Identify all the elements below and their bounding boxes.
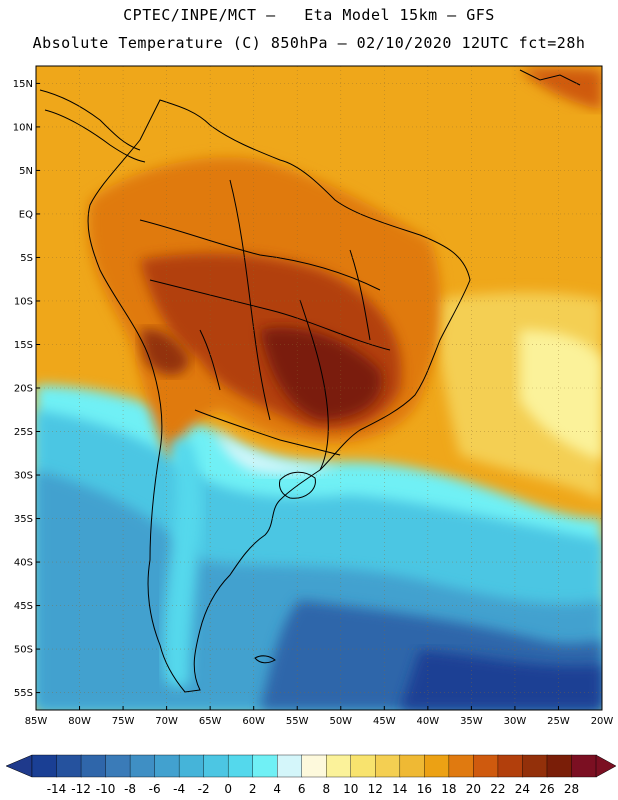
colorbar-label: 28 xyxy=(564,782,579,796)
colorbar-label: 14 xyxy=(392,782,407,796)
lon-label: 35W xyxy=(460,716,483,727)
colorbar-swatch xyxy=(277,754,303,778)
colorbar-swatch xyxy=(301,754,327,778)
lon-label: 75W xyxy=(112,716,135,727)
lon-label: 45W xyxy=(373,716,396,727)
colorbar-label: 4 xyxy=(273,782,281,796)
colorbar-label: -2 xyxy=(198,782,210,796)
lon-label: 40W xyxy=(417,716,440,727)
longitude-axis: 85W 80W 75W 70W 65W 60W 55W 50W 45W 40W 35W 30W 25W 2… xyxy=(25,706,614,727)
lon-label: 80W xyxy=(68,716,91,727)
colorbar-label: 12 xyxy=(368,782,383,796)
colorbar-swatch xyxy=(326,754,352,778)
colorbar-swatch xyxy=(375,754,401,778)
lon-label: 70W xyxy=(155,716,178,727)
colorbar-label: 2 xyxy=(249,782,257,796)
lat-label: 30S xyxy=(14,471,33,482)
lon-label: 55W xyxy=(286,716,309,727)
colorbar-label: 18 xyxy=(441,782,456,796)
colorbar-swatch xyxy=(105,754,131,778)
colorbar-swatch xyxy=(252,754,278,778)
graticule xyxy=(36,66,602,710)
country-borders xyxy=(39,69,581,693)
lat-label: 55S xyxy=(14,688,33,699)
colorbar-swatch xyxy=(56,754,82,778)
colorbar-label: 10 xyxy=(343,782,358,796)
colorbar-swatch xyxy=(129,754,156,778)
lat-label: 10S xyxy=(14,296,33,307)
lat-label: EQ xyxy=(19,209,33,220)
colorbar-swatch xyxy=(473,754,499,778)
lat-label: 15N xyxy=(13,79,33,90)
temperature-field xyxy=(36,66,602,710)
colorbar-over-arrow xyxy=(595,754,617,778)
colorbar-label: -4 xyxy=(173,782,185,796)
latitude-axis: 15N 10N 5N EQ 5S 10S 15S 20S 25S 30S 35S 40S 45S 50S 5… xyxy=(13,79,40,699)
colorbar-swatch xyxy=(31,754,58,778)
chart-title-line-1: CPTEC/INPE/MCT – Eta Model 15km – GFS xyxy=(123,6,495,24)
lon-label: 20W xyxy=(591,716,614,727)
lat-label: 25S xyxy=(14,427,33,438)
colorbar-swatch xyxy=(497,754,524,778)
lat-label: 35S xyxy=(14,514,33,525)
lat-label: 45S xyxy=(14,601,33,612)
lon-label: 60W xyxy=(242,716,265,727)
colorbar-under-arrow xyxy=(5,754,33,778)
colorbar-swatch xyxy=(178,754,205,778)
colorbar: -14 -12 -10 -8 -6 -4 -2 0 2 4 6 8 10 12 14 16 18 20 22 24 26… xyxy=(5,754,617,796)
colorbar-swatch xyxy=(203,754,229,778)
colorbar-label: -14 xyxy=(47,782,67,796)
colorbar-label: 0 xyxy=(224,782,232,796)
lon-label: 85W xyxy=(25,716,48,727)
colorbar-swatch xyxy=(350,754,377,778)
lon-label: 65W xyxy=(199,716,222,727)
colorbar-label: -8 xyxy=(124,782,136,796)
colorbar-swatch xyxy=(424,754,450,778)
lon-label: 50W xyxy=(329,716,352,727)
lat-label: 40S xyxy=(14,558,33,569)
colorbar-label: -6 xyxy=(149,782,161,796)
lon-label: 25W xyxy=(547,716,570,727)
colorbar-swatch xyxy=(546,754,573,778)
colorbar-swatch xyxy=(571,754,597,778)
colorbar-swatch xyxy=(227,754,254,778)
colorbar-swatch xyxy=(154,754,180,778)
colorbar-label: -10 xyxy=(96,782,116,796)
lat-label: 20S xyxy=(14,384,33,395)
colorbar-swatch xyxy=(80,754,107,778)
colorbar-label: 16 xyxy=(417,782,432,796)
colorbar-swatch xyxy=(522,754,548,778)
lat-label: 5S xyxy=(20,253,33,264)
colorbar-label: 6 xyxy=(298,782,306,796)
colorbar-swatch xyxy=(448,754,475,778)
chart-title-line-2: Absolute Temperature (C) 850hPa – 02/10/… xyxy=(32,34,586,52)
colorbar-label: 22 xyxy=(490,782,505,796)
lat-label: 10N xyxy=(13,122,33,133)
lon-label: 30W xyxy=(504,716,527,727)
colorbar-swatch xyxy=(399,754,426,778)
lat-label: 50S xyxy=(14,645,33,656)
colorbar-label: 26 xyxy=(539,782,554,796)
colorbar-label: 24 xyxy=(515,782,530,796)
colorbar-label: 20 xyxy=(466,782,481,796)
colorbar-label: -12 xyxy=(71,782,91,796)
lat-label: 5N xyxy=(19,166,33,177)
lat-label: 15S xyxy=(14,340,33,351)
colorbar-label: 8 xyxy=(322,782,330,796)
